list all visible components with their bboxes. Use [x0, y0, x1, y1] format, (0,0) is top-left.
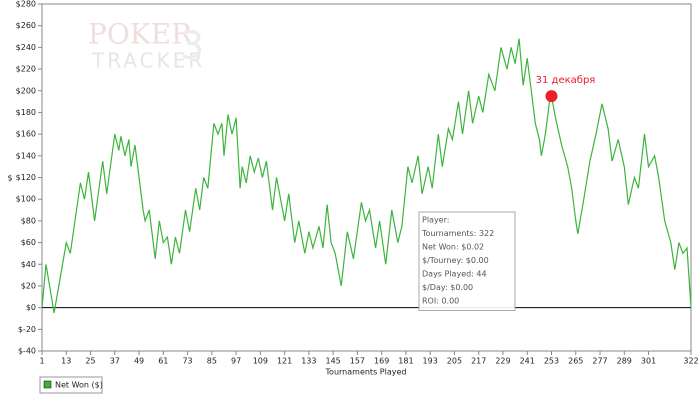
x-axis-label: Tournaments Played	[325, 368, 407, 377]
x-tick-label: 265	[568, 357, 583, 366]
x-tick-label: 241	[520, 357, 535, 366]
legend-swatch	[43, 380, 52, 389]
y-tick-label: $-40	[18, 347, 36, 356]
y-tick-label: $240	[16, 43, 36, 52]
x-tick-label: 145	[325, 357, 340, 366]
series-line	[41, 38, 692, 314]
y-tick-label: $160	[16, 130, 36, 139]
x-tick-label: 73	[182, 357, 192, 366]
x-tick-label: 25	[85, 357, 95, 366]
x-tick-label: 85	[207, 357, 217, 366]
x-tick-label: 109	[253, 357, 268, 366]
tooltip-line: Tournaments: 322	[421, 229, 494, 238]
y-tick-label: $200	[16, 86, 36, 95]
y-tick-label: $0	[26, 303, 36, 312]
tooltip-line: Days Played: 44	[422, 270, 487, 279]
watermark: TRACKER	[91, 49, 205, 73]
y-tick-label: $80	[21, 216, 36, 225]
x-tick-label: 37	[110, 357, 120, 366]
x-tick-label: 229	[495, 357, 510, 366]
x-tick-label: 1	[39, 357, 44, 366]
x-tick-label: 301	[641, 357, 656, 366]
x-tick-label: 217	[471, 357, 486, 366]
y-tick-label: $40	[21, 260, 36, 269]
y-tick-label: $140	[16, 151, 36, 160]
annotation-dot	[545, 90, 558, 103]
y-tick-label: $220	[16, 65, 36, 74]
tooltip-line: ROI: 0.00	[422, 297, 459, 306]
x-tick-label: 181	[398, 357, 413, 366]
tooltip-line: Net Won: $0.02	[422, 243, 484, 252]
y-tick-label: $120	[16, 173, 36, 182]
y-tick-label: $260	[16, 21, 36, 30]
watermark: 3	[180, 24, 204, 68]
x-tick-label: 61	[158, 357, 168, 366]
x-tick-label: 121	[277, 357, 292, 366]
y-tick-label: $60	[21, 238, 36, 247]
y-tick-label: $100	[16, 195, 36, 204]
x-tick-label: 157	[350, 357, 365, 366]
tooltip-line: $/Tourney: $0.00	[422, 256, 489, 265]
x-tick-label: 133	[301, 357, 316, 366]
annotation-label: 31 декабря	[536, 75, 596, 86]
legend-box	[39, 376, 103, 394]
x-tick-label: 253	[544, 357, 559, 366]
y-axis-label: $	[7, 174, 12, 183]
x-tick-label: 97	[231, 357, 241, 366]
x-tick-label: 193	[423, 357, 438, 366]
y-tick-label: $20	[21, 281, 36, 290]
x-tick-label: 289	[617, 357, 632, 366]
tooltip-line: Player:	[422, 216, 449, 225]
x-tick-label: 49	[134, 357, 144, 366]
tooltip-line: $/Day: $0.00	[422, 283, 473, 292]
x-tick-label: 322	[683, 357, 698, 366]
tooltip-box	[418, 211, 516, 311]
watermark: POKER	[88, 18, 193, 51]
y-tick-label: $-20	[18, 325, 36, 334]
x-tick-label: 13	[61, 357, 71, 366]
y-tick-label: $180	[16, 108, 36, 117]
legend-label: Net Won ($)	[55, 381, 103, 390]
x-tick-label: 205	[447, 357, 462, 366]
y-tick-label: $280	[16, 0, 36, 9]
x-tick-label: 169	[374, 357, 389, 366]
x-tick-label: 277	[592, 357, 607, 366]
